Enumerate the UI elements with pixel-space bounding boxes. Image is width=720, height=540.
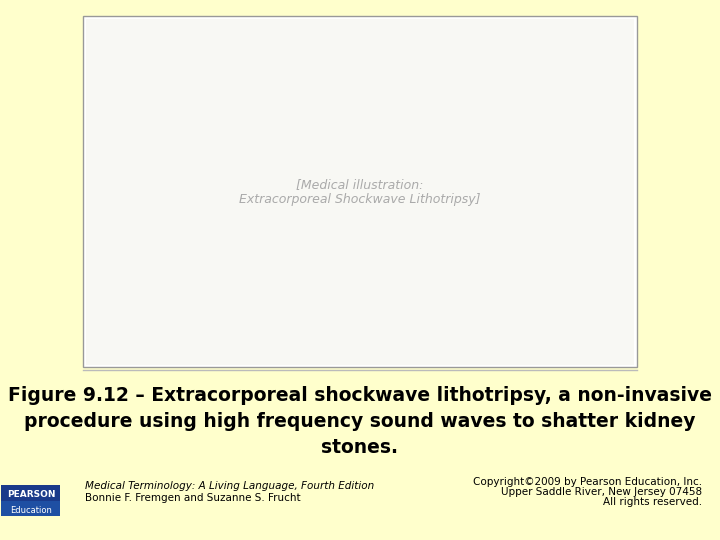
- Text: Figure 9.12 – Extracorporeal shockwave lithotripsy, a non-invasive: Figure 9.12 – Extracorporeal shockwave l…: [8, 386, 712, 405]
- Bar: [86, 19, 634, 364]
- Text: All rights reserved.: All rights reserved.: [603, 497, 702, 507]
- Text: Bonnie F. Fremgen and Suzanne S. Frucht: Bonnie F. Fremgen and Suzanne S. Frucht: [85, 493, 300, 503]
- Bar: [83, 16, 637, 367]
- Text: Upper Saddle River, New Jersey 07458: Upper Saddle River, New Jersey 07458: [501, 487, 702, 497]
- Bar: [1, 501, 60, 516]
- Text: [Medical illustration:
Extracorporeal Shockwave Lithotripsy]: [Medical illustration: Extracorporeal Sh…: [239, 178, 481, 206]
- Text: procedure using high frequency sound waves to shatter kidney: procedure using high frequency sound wav…: [24, 411, 696, 431]
- Text: PEARSON: PEARSON: [6, 490, 55, 498]
- Text: stones.: stones.: [322, 437, 398, 457]
- Bar: [1, 485, 60, 502]
- Text: Copyright©2009 by Pearson Education, Inc.: Copyright©2009 by Pearson Education, Inc…: [473, 477, 702, 487]
- Text: Education: Education: [10, 506, 52, 515]
- Text: Medical Terminology: A Living Language, Fourth Edition: Medical Terminology: A Living Language, …: [85, 481, 374, 491]
